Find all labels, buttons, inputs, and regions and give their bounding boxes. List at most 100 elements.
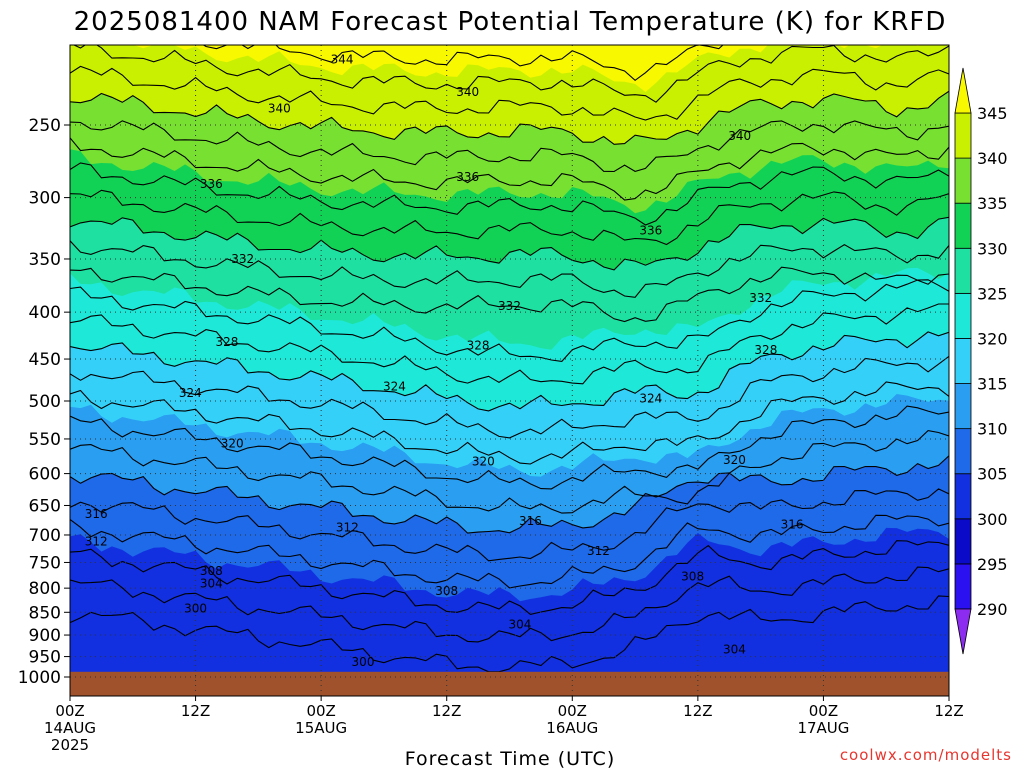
contour-labels: 344 340 340 340 336 336 336 332 332 332 328 328 328 3… [85, 52, 804, 669]
contour-316 [70, 381, 949, 465]
credit-link[interactable]: coolwx.com/modelts [840, 746, 1012, 764]
contour-label-316: 316 [519, 514, 542, 528]
x-tick-label-72-0: 00Z [809, 702, 838, 720]
contour-label-312: 312 [85, 535, 108, 549]
colorbar-segment-335 [954, 157, 972, 204]
y-tick-label-450: 450 [29, 350, 61, 370]
contour-334 [70, 162, 949, 226]
x-tick-label-48-1: 16AUG [546, 719, 598, 737]
contour-label-320: 320 [723, 453, 746, 467]
contour-308 [70, 488, 949, 562]
y-tick-label-300: 300 [29, 189, 61, 209]
contour-label-340: 340 [456, 85, 479, 99]
y-tick-label-750: 750 [29, 553, 61, 573]
y-tick-label-950: 950 [29, 648, 61, 668]
contour-342 [70, 65, 949, 121]
contour-302 [70, 566, 949, 643]
y-tick-label-550: 550 [29, 430, 61, 450]
contour-label-308: 308 [681, 570, 704, 584]
contour-label-344: 344 [331, 52, 354, 66]
contour-332 [70, 189, 949, 246]
contour-314 [70, 405, 949, 490]
x-tick-label-48-0: 00Z [558, 702, 587, 720]
contour-310 [70, 455, 949, 534]
colorbar-segment-295 [954, 518, 972, 565]
y-tick-label-500: 500 [29, 392, 61, 412]
contour-label-312: 312 [336, 521, 359, 535]
contour-label-328: 328 [467, 339, 490, 353]
colorbar-label-340: 340 [977, 149, 1008, 168]
colorbar-segment-330 [954, 202, 972, 249]
contour-label-336: 336 [200, 177, 223, 191]
colorbar-segment-320 [954, 292, 972, 339]
colorbar-extend-top [954, 67, 972, 114]
contour-346 [202, 45, 724, 82]
colorbar-segment-325 [954, 247, 972, 294]
x-tick-label-84-0: 12Z [934, 702, 963, 720]
y-tick-label-800: 800 [29, 579, 61, 599]
contour-312 [70, 430, 949, 514]
y-tick-label-250: 250 [29, 116, 61, 136]
colorbar-segment-310 [954, 383, 972, 430]
colorbar-label-325: 325 [977, 284, 1008, 303]
contour-label-300: 300 [184, 602, 207, 616]
contour-306 [70, 514, 949, 589]
colorbar-label-300: 300 [977, 510, 1008, 529]
colorbar-segment-315 [954, 338, 972, 384]
colorbar-segment-305 [954, 428, 972, 475]
terrain-surface [70, 671, 949, 696]
contour-label-308: 308 [200, 564, 223, 578]
colorbar-label-315: 315 [977, 375, 1008, 394]
x-tick-label-24-0: 00Z [306, 702, 335, 720]
contour-label-324: 324 [179, 386, 202, 400]
contour-label-340: 340 [268, 102, 291, 116]
contour-label-332: 332 [231, 252, 254, 266]
colorbar-segment-340 [954, 112, 972, 159]
colorbar-extend-bottom [954, 608, 972, 655]
contour-label-332: 332 [749, 291, 772, 305]
contour-338 [70, 120, 949, 173]
contour-label-316: 316 [85, 507, 108, 521]
x-tick-label-0-2: 2025 [51, 736, 89, 754]
plot-frame [69, 44, 950, 697]
contour-322 [70, 303, 949, 385]
contour-336 [70, 137, 949, 201]
colorbar: 290 295 300 305 310 315 320 325 330 335 340 345 [954, 67, 1008, 655]
contour-label-336: 336 [639, 224, 662, 238]
contour-318 [70, 355, 949, 439]
contour-label-312: 312 [587, 544, 610, 558]
x-tick-label-24-1: 15AUG [295, 719, 347, 737]
contour-label-304: 304 [723, 642, 746, 656]
x-tick-label-60-0: 12Z [683, 702, 712, 720]
contour-label-316: 316 [781, 518, 804, 532]
contour-300 [70, 595, 949, 673]
x-tick-label-72-1: 17AUG [797, 719, 849, 737]
chart-title: 2025081400 NAM Forecast Potential Temper… [74, 7, 947, 37]
contour-label-308: 308 [435, 584, 458, 598]
contour-label-300: 300 [352, 655, 375, 669]
contour-344 [72, 45, 949, 103]
contour-label-340: 340 [728, 129, 751, 143]
theta-band-340 [70, 45, 949, 145]
contour-label-336: 336 [456, 170, 479, 184]
colorbar-label-290: 290 [977, 600, 1008, 619]
contour-320 [70, 331, 949, 412]
colorbar-segment-290 [954, 563, 972, 610]
colorbar-segment-300 [954, 473, 972, 520]
contour-label-320: 320 [221, 436, 244, 450]
colorbar-label-335: 335 [977, 194, 1008, 213]
contour-328 [70, 240, 949, 298]
x-tick-label-36-0: 12Z [432, 702, 461, 720]
contour-324 [70, 279, 949, 362]
colorbar-label-330: 330 [977, 239, 1008, 258]
theta-contour-lines [70, 45, 949, 673]
contour-label-320: 320 [472, 454, 495, 468]
x-tick-label-0-0: 00Z [55, 702, 84, 720]
contour-label-328: 328 [216, 335, 239, 349]
contour-label-324: 324 [639, 392, 662, 406]
contour-label-332: 332 [498, 299, 521, 313]
contour-340 [70, 90, 949, 145]
y-tick-label-350: 350 [29, 250, 61, 270]
